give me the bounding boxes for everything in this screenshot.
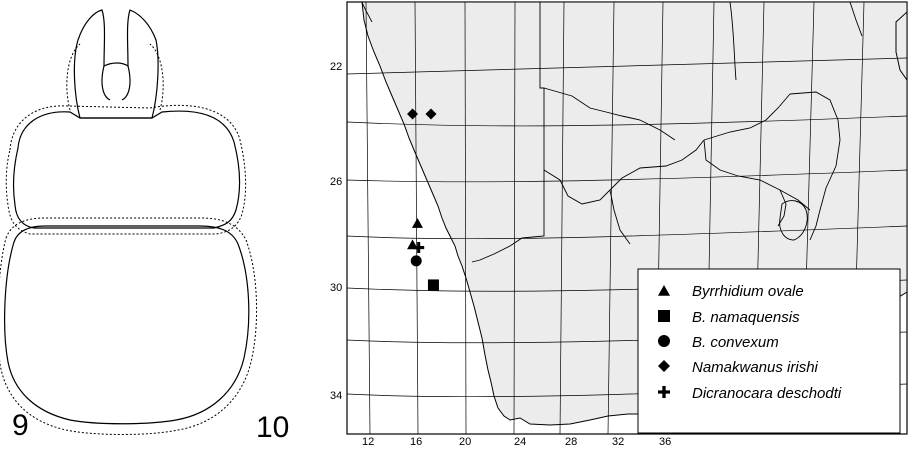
legend-marker-diamond	[658, 360, 670, 372]
madagascar	[895, 11, 907, 81]
figure-10-distribution-map: 10	[256, 0, 909, 448]
panel-number-9: 9	[12, 409, 29, 442]
legend-label-namakwanus-irishi: Namakwanus irishi	[692, 359, 819, 376]
beetle-drawing	[0, 9, 258, 435]
beetle-head-dotted	[66, 43, 164, 111]
beetle-elytra	[4, 225, 250, 425]
map-legend: Byrrhidium ovale B. namaquensis B. conve…	[637, 268, 901, 434]
record-marker-circle	[410, 255, 422, 267]
figure-9-beetle-outline: 9	[0, 0, 310, 445]
lon-label-32: 32	[612, 436, 624, 445]
lat-label-26: 26	[330, 176, 342, 188]
record-marker-diamond	[407, 108, 419, 120]
beetle-elytra-dotted	[0, 217, 258, 435]
record-markers	[407, 108, 439, 291]
lon-label-36: 36	[659, 436, 671, 445]
legend-marker-triangle	[658, 285, 670, 296]
legend-marker-circle	[658, 335, 670, 347]
record-marker-plus	[413, 242, 425, 254]
legend-marker-plus	[658, 386, 670, 398]
lon-label-24: 24	[514, 436, 526, 445]
record-marker-diamond	[425, 108, 437, 120]
beetle-pronotum-dotted	[5, 104, 247, 235]
legend-label-b-namaquensis: B. namaquensis	[692, 309, 800, 326]
lat-label-22: 22	[330, 61, 342, 73]
map-svg: 22 26 30 34 12 16 20 24 28 32 36 Byrrhid…	[330, 1, 908, 448]
legend-label-byrrhidium-ovale: Byrrhidium ovale	[692, 283, 804, 300]
lon-label-28: 28	[565, 436, 577, 445]
beetle-head-inner	[101, 65, 131, 101]
lon-label-12: 12	[362, 436, 374, 445]
beetle-head	[73, 9, 159, 119]
lon-label-20: 20	[459, 436, 471, 445]
legend-marker-square	[658, 310, 670, 322]
record-marker-square	[427, 279, 439, 291]
legend-label-dicranocara-deschodti: Dicranocara deschodti	[692, 385, 842, 402]
lon-label-16: 16	[410, 436, 422, 445]
legend-label-b-convexum: B. convexum	[692, 334, 779, 351]
panel-number-10: 10	[256, 411, 290, 444]
beetle-pronotum	[12, 110, 241, 229]
lat-label-34: 34	[330, 390, 342, 402]
record-marker-triangle	[411, 218, 423, 228]
lat-label-30: 30	[330, 282, 342, 294]
